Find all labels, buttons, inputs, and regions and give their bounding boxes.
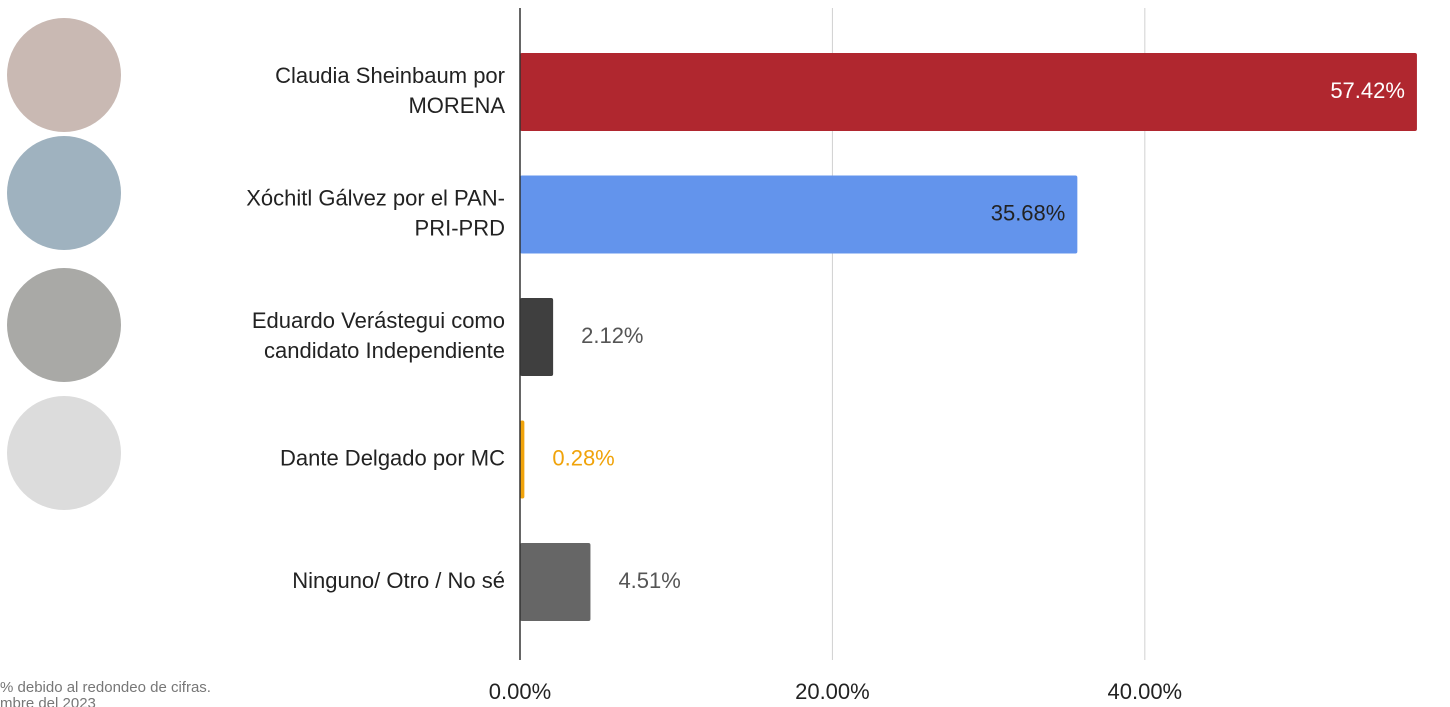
photo — [7, 396, 121, 510]
photo — [7, 136, 121, 250]
value-label: 4.51% — [618, 568, 680, 593]
footnote: mbre del 2023 — [0, 695, 96, 707]
bar — [520, 53, 1417, 131]
photo — [7, 268, 121, 382]
y-tick-label: Claudia Sheinbaum por — [275, 63, 505, 88]
y-tick-label: MORENA — [408, 93, 505, 118]
value-label: 35.68% — [991, 200, 1066, 225]
value-label: 57.42% — [1330, 78, 1405, 103]
bar — [520, 175, 1078, 254]
y-tick-label: Xóchitl Gálvez por el PAN- — [246, 185, 505, 210]
value-label: 2.12% — [581, 323, 643, 348]
y-tick-label: Dante Delgado por MC — [280, 445, 505, 470]
photo — [7, 18, 121, 132]
x-tick-label: 20.00% — [795, 679, 870, 704]
photos — [7, 18, 121, 510]
bar — [520, 420, 525, 499]
footnote: % debido al redondeo de cifras. — [0, 679, 211, 696]
y-tick-label: PRI-PRD — [415, 215, 505, 240]
y-tick-label: Ninguno/ Otro / No sé — [292, 568, 505, 593]
x-tick-label: 40.00% — [1108, 679, 1183, 704]
y-tick-label: Eduardo Verástegui como — [252, 308, 505, 333]
bar — [520, 543, 591, 621]
value-label: 0.28% — [552, 445, 614, 470]
x-tick-label: 0.00% — [489, 679, 551, 704]
y-tick-label: candidato Independiente — [264, 338, 505, 363]
bar — [520, 298, 554, 376]
